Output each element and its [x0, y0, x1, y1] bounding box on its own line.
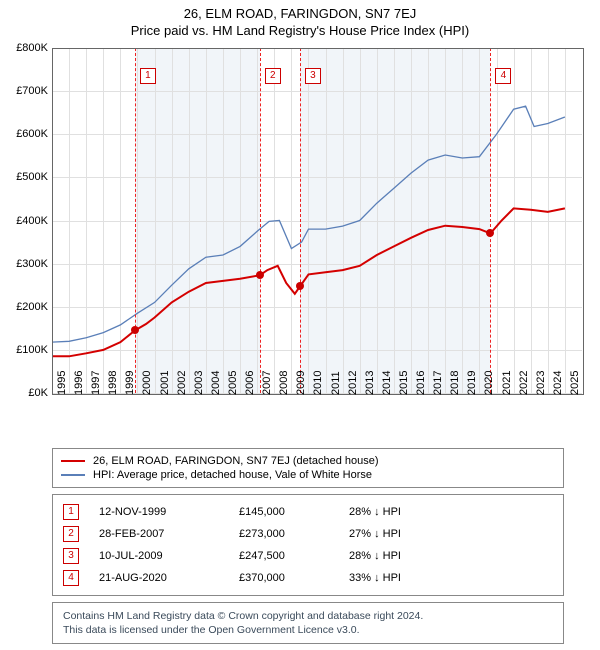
sales-row: 3 10-JUL-2009£247,50028% ↓ HPI [63, 545, 553, 567]
sale-marker-line [490, 48, 491, 393]
sales-row-marker: 4 [63, 570, 79, 586]
sales-row-price: £145,000 [239, 506, 349, 518]
sales-row-date: 10-JUL-2009 [99, 550, 239, 562]
sale-marker-box: 2 [265, 68, 281, 84]
x-axis-label: 2001 [159, 371, 171, 395]
x-axis-label: 2024 [552, 371, 564, 395]
y-axis-label: £800K [16, 42, 48, 54]
sales-row-diff: 28% ↓ HPI [349, 506, 459, 518]
x-axis-label: 2010 [312, 371, 324, 395]
sales-row-price: £273,000 [239, 528, 349, 540]
x-axis-label: 1999 [124, 371, 136, 395]
legend-item: 26, ELM ROAD, FARINGDON, SN7 7EJ (detach… [61, 454, 555, 468]
legend-swatch [61, 474, 85, 476]
x-axis-label: 2009 [295, 371, 307, 395]
sale-marker-dot [486, 229, 494, 237]
x-axis-label: 2003 [193, 371, 205, 395]
x-axis-label: 2017 [432, 371, 444, 395]
sale-marker-box: 3 [305, 68, 321, 84]
x-axis-label: 2025 [569, 371, 581, 395]
sale-marker-dot [131, 326, 139, 334]
sale-marker-box: 1 [140, 68, 156, 84]
x-axis-label: 2021 [501, 371, 513, 395]
chart-title-address: 26, ELM ROAD, FARINGDON, SN7 7EJ [0, 6, 600, 21]
x-axis-label: 2023 [535, 371, 547, 395]
y-axis-label: £100K [16, 344, 48, 356]
x-axis-label: 2005 [227, 371, 239, 395]
x-axis-label: 2002 [176, 371, 188, 395]
x-axis-label: 2022 [518, 371, 530, 395]
sales-row-diff: 28% ↓ HPI [349, 550, 459, 562]
footer-line2: This data is licensed under the Open Gov… [63, 623, 553, 637]
x-axis-label: 2013 [364, 371, 376, 395]
sales-row-diff: 27% ↓ HPI [349, 528, 459, 540]
sales-row-marker: 3 [63, 548, 79, 564]
x-axis-label: 2019 [466, 371, 478, 395]
x-axis-label: 1996 [73, 371, 85, 395]
sale-marker-line [300, 48, 301, 393]
y-axis-label: £400K [16, 215, 48, 227]
footer-attribution: Contains HM Land Registry data © Crown c… [52, 602, 564, 644]
y-axis-label: £700K [16, 85, 48, 97]
legend-item: HPI: Average price, detached house, Vale… [61, 468, 555, 482]
y-axis-label: £300K [16, 258, 48, 270]
price-chart: 1 2 3 4 £0K £100K £200K £300K £400K £500K £600K £7… [0, 38, 600, 448]
plot-area: 1 2 3 4 [52, 48, 582, 393]
x-axis-label: 2014 [381, 371, 393, 395]
legend-swatch [61, 460, 85, 462]
sales-row-date: 28-FEB-2007 [99, 528, 239, 540]
sales-row: 1 12-NOV-1999£145,00028% ↓ HPI [63, 501, 553, 523]
y-axis-label: £600K [16, 128, 48, 140]
x-axis-label: 2018 [449, 371, 461, 395]
sale-marker-dot [296, 282, 304, 290]
x-axis-label: 2016 [415, 371, 427, 395]
sales-table: 112-NOV-1999£145,00028% ↓ HPI228-FEB-200… [52, 494, 564, 596]
x-axis-label: 2011 [330, 371, 342, 395]
sales-row-diff: 33% ↓ HPI [349, 572, 459, 584]
chart-subtitle: Price paid vs. HM Land Registry's House … [0, 23, 600, 38]
sales-row-date: 21-AUG-2020 [99, 572, 239, 584]
legend-label: 26, ELM ROAD, FARINGDON, SN7 7EJ (detach… [93, 455, 379, 467]
y-axis-label: £500K [16, 171, 48, 183]
x-axis-label: 2006 [244, 371, 256, 395]
legend: 26, ELM ROAD, FARINGDON, SN7 7EJ (detach… [52, 448, 564, 488]
x-axis-label: 2012 [347, 371, 359, 395]
sales-row-price: £247,500 [239, 550, 349, 562]
x-axis-label: 2004 [210, 371, 222, 395]
sale-marker-dot [256, 271, 264, 279]
sale-marker-line [135, 48, 136, 393]
x-axis-label: 2000 [141, 371, 153, 395]
x-axis-label: 1995 [56, 371, 68, 395]
x-axis-label: 2015 [398, 371, 410, 395]
y-axis-label: £200K [16, 301, 48, 313]
sales-row-price: £370,000 [239, 572, 349, 584]
sales-row-marker: 1 [63, 504, 79, 520]
y-axis-label: £0K [28, 387, 48, 399]
footer-line1: Contains HM Land Registry data © Crown c… [63, 609, 553, 623]
sales-row: 4 21-AUG-2020£370,00033% ↓ HPI [63, 567, 553, 589]
x-axis-label: 1998 [107, 371, 119, 395]
x-axis-label: 1997 [90, 371, 102, 395]
legend-label: HPI: Average price, detached house, Vale… [93, 469, 372, 481]
chart-lines [52, 48, 582, 393]
sales-row-marker: 2 [63, 526, 79, 542]
sale-marker-box: 4 [495, 68, 511, 84]
series-line [52, 106, 565, 342]
x-axis-label: 2020 [483, 371, 495, 395]
sales-row-date: 12-NOV-1999 [99, 506, 239, 518]
sale-marker-line [260, 48, 261, 393]
sales-row: 2 28-FEB-2007£273,00027% ↓ HPI [63, 523, 553, 545]
x-axis-label: 2008 [278, 371, 290, 395]
x-axis-label: 2007 [261, 371, 273, 395]
